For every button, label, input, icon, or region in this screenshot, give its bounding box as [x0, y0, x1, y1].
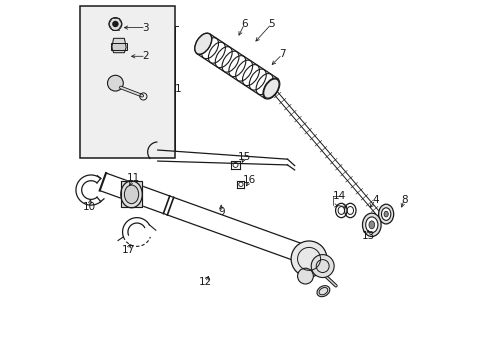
Text: 6: 6: [241, 19, 247, 29]
Ellipse shape: [316, 285, 329, 297]
Text: 9: 9: [218, 207, 224, 217]
Circle shape: [297, 268, 313, 284]
Text: 17: 17: [121, 245, 134, 255]
Text: 16: 16: [243, 175, 256, 185]
Ellipse shape: [381, 208, 390, 220]
Ellipse shape: [121, 181, 142, 208]
Ellipse shape: [362, 213, 380, 237]
Ellipse shape: [378, 204, 393, 224]
Text: 15: 15: [237, 152, 251, 162]
Ellipse shape: [194, 33, 211, 54]
Ellipse shape: [365, 217, 377, 233]
Circle shape: [109, 18, 122, 31]
Text: 7: 7: [278, 49, 285, 59]
Text: 14: 14: [332, 191, 346, 201]
Bar: [111, 43, 126, 50]
Text: 5: 5: [267, 19, 274, 29]
Text: 1: 1: [175, 84, 181, 94]
Text: 2: 2: [142, 51, 149, 61]
Text: 8: 8: [400, 195, 407, 205]
Ellipse shape: [368, 221, 374, 229]
Text: 3: 3: [142, 23, 149, 33]
Text: 11: 11: [126, 173, 140, 183]
Ellipse shape: [124, 185, 139, 204]
Polygon shape: [121, 181, 142, 207]
Text: 12: 12: [198, 277, 211, 287]
Polygon shape: [112, 39, 126, 53]
Text: 4: 4: [371, 195, 378, 205]
Bar: [80, 6, 174, 158]
Circle shape: [290, 241, 326, 277]
Circle shape: [107, 75, 123, 91]
Circle shape: [112, 21, 119, 27]
Ellipse shape: [263, 79, 279, 98]
Text: 10: 10: [83, 202, 96, 212]
Ellipse shape: [383, 211, 387, 217]
Text: 13: 13: [361, 231, 374, 240]
Circle shape: [310, 255, 333, 278]
